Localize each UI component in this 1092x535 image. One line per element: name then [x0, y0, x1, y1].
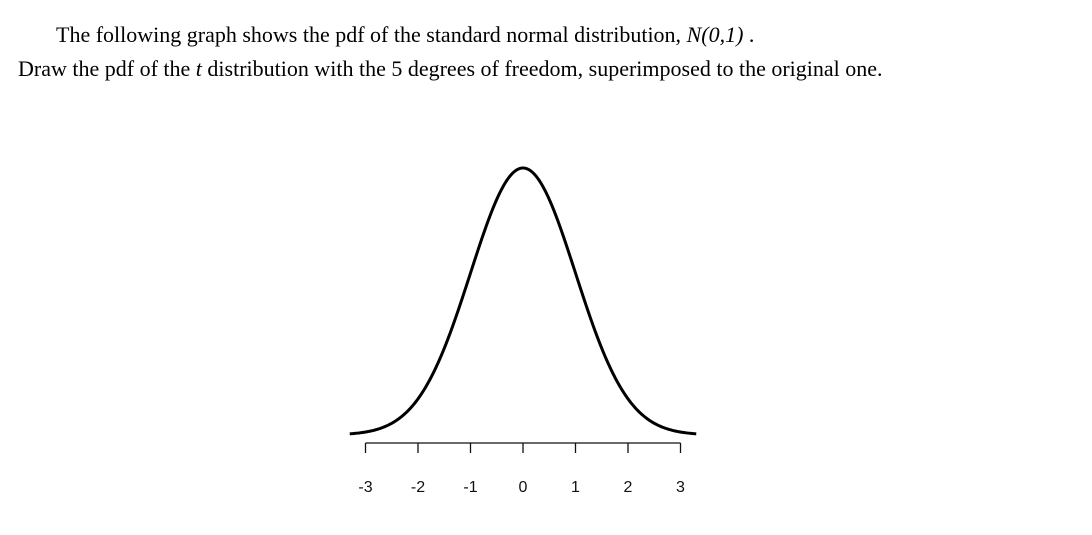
x-tick-label: 1: [571, 479, 580, 496]
x-tick-label: -1: [463, 479, 477, 496]
x-tick-label: 0: [519, 479, 528, 496]
t-symbol: t: [195, 56, 202, 81]
question-text-1: The following graph shows the pdf of the…: [56, 22, 687, 47]
question-text-1-suffix: .: [743, 22, 755, 47]
question-text-2-suffix: distribution with the 5 degrees of freed…: [201, 56, 883, 81]
normal-pdf-curve: [349, 166, 697, 436]
x-tick-label: 2: [624, 479, 633, 496]
question-line-1: The following graph shows the pdf of the…: [56, 22, 754, 48]
x-tick-label: 3: [676, 479, 685, 496]
question-line-2: Draw the pdf of the t distribution with …: [18, 56, 883, 82]
normal-notation: N(0,1): [686, 22, 744, 47]
x-tick-label: -2: [411, 479, 425, 496]
x-tick-label: -3: [358, 479, 372, 496]
question-text-2: Draw the pdf of the: [18, 56, 196, 81]
